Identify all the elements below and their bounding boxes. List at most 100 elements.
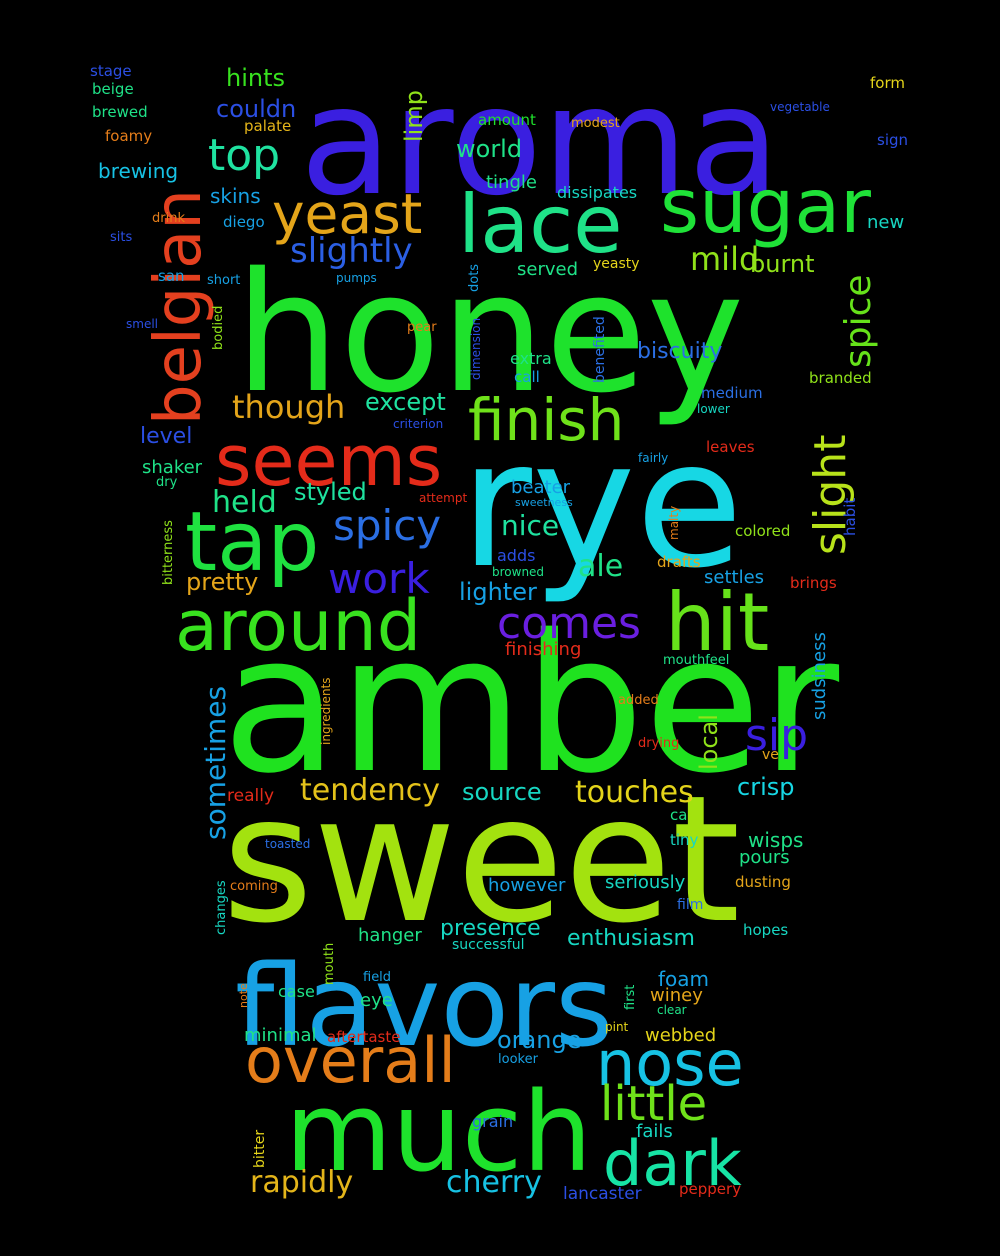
word-lace: lace — [458, 178, 622, 271]
word-note: note — [237, 983, 250, 1008]
word-yeast: yeast — [272, 182, 422, 246]
word-however: however — [488, 875, 566, 896]
word-toasted: toasted — [265, 837, 310, 851]
word-limp: limp — [400, 90, 428, 142]
word-malty: malty — [667, 506, 681, 540]
word-pretty: pretty — [186, 568, 258, 596]
word-spice: spice — [838, 274, 879, 368]
word-added: added — [618, 693, 659, 708]
word-lighter: lighter — [459, 578, 537, 606]
word-clear: clear — [657, 1003, 687, 1017]
word-nice: nice — [501, 509, 559, 542]
word-brewed: brewed — [92, 103, 148, 121]
word-aftertaste: aftertaste — [327, 1028, 400, 1046]
word-vegetable: vegetable — [770, 100, 830, 114]
word-branded: branded — [809, 369, 872, 387]
word-seems: seems — [215, 420, 442, 502]
word-looker: looker — [498, 1052, 539, 1067]
word-call: call — [514, 368, 540, 386]
word-ve: ve — [762, 747, 779, 763]
word-beige: beige — [92, 80, 134, 98]
word-yeasty: yeasty — [593, 256, 640, 272]
word-extra: extra — [510, 349, 552, 368]
word-case: case — [278, 982, 315, 1001]
word-field: field — [363, 970, 391, 985]
word-really: really — [227, 786, 274, 806]
word-spicy: spicy — [333, 501, 441, 550]
word-successful: successful — [452, 937, 524, 953]
word-overall: overall — [245, 1024, 456, 1097]
word-enthusiasm: enthusiasm — [567, 926, 695, 951]
word-smell: smell — [126, 317, 158, 331]
word-couldn: couldn — [216, 95, 296, 123]
word-hit: hit — [665, 576, 769, 669]
word-fails: fails — [636, 1121, 673, 1142]
word-foam: foam — [658, 967, 709, 991]
word-dots: dots — [467, 264, 482, 292]
word-colored: colored — [735, 522, 790, 540]
word-mouthfeel: mouthfeel — [663, 653, 729, 668]
word-level: level — [140, 424, 192, 449]
word-changes: changes — [214, 880, 229, 935]
word-skins: skins — [210, 184, 261, 208]
word-winey: winey — [650, 985, 703, 1006]
word-local: local — [695, 714, 723, 770]
word-ca: ca — [670, 806, 687, 824]
word-criterion: criterion — [393, 417, 443, 431]
word-rapidly: rapidly — [250, 1165, 353, 1200]
word-around: around — [175, 585, 421, 667]
word-slight: slight — [805, 435, 856, 555]
word-hopes: hopes — [743, 921, 788, 939]
word-finish: finish — [468, 386, 624, 454]
word-honey: honey — [235, 237, 744, 429]
word-slightly: slightly — [290, 231, 413, 271]
word-touches: touches — [575, 775, 694, 810]
word-dimension: dimension — [469, 318, 483, 380]
word-dry: dry — [156, 475, 178, 490]
word-sometimes: sometimes — [199, 686, 232, 840]
word-world: world — [456, 135, 522, 163]
word-dark: dark — [603, 1127, 742, 1200]
word-sip: sip — [745, 710, 808, 761]
word-nose: nose — [596, 1027, 744, 1100]
word-benefited: benefited — [592, 316, 608, 383]
word-though: though — [232, 388, 345, 426]
word-amount: amount — [478, 111, 536, 129]
word-styled: styled — [294, 478, 367, 506]
word-short: short — [207, 273, 240, 288]
word-attempt: attempt — [419, 491, 467, 505]
word-beater: beater — [511, 477, 571, 498]
word-palate: palate — [244, 117, 291, 135]
word-diego: diego — [223, 213, 265, 231]
word-shaker: shaker — [142, 457, 203, 478]
word-sugar: sugar — [660, 162, 871, 250]
word-bitterness: bitterness — [161, 520, 176, 585]
word-brewing: brewing — [98, 159, 178, 183]
word-bitter: bitter — [252, 1130, 268, 1168]
word-mild: mild — [690, 240, 759, 278]
word-film: film — [677, 897, 703, 913]
word-served: served — [517, 259, 578, 280]
word-grain: grain — [472, 1112, 513, 1131]
word-rye: rye — [460, 404, 743, 607]
word-pumps: pumps — [336, 271, 377, 285]
word-except: except — [365, 388, 446, 416]
word-form: form — [870, 74, 905, 92]
word-seriously: seriously — [605, 872, 686, 893]
word-little: little — [600, 1076, 707, 1132]
word-wisps: wisps — [748, 828, 803, 852]
word-tap: tap — [185, 495, 319, 590]
word-drink: drink — [152, 211, 185, 226]
word-dissipates: dissipates — [557, 183, 637, 202]
word-sits: sits — [110, 230, 132, 245]
word-finishing: finishing — [505, 639, 581, 660]
word-fairly: fairly — [638, 451, 668, 465]
word-work: work — [328, 554, 430, 603]
word-habit: habit — [841, 498, 859, 536]
word-much: much — [285, 1068, 592, 1196]
word-hints: hints — [226, 64, 285, 92]
word-medium: medium — [701, 384, 763, 402]
word-first: first — [623, 985, 638, 1010]
word-biscuity: biscuity — [637, 339, 722, 364]
